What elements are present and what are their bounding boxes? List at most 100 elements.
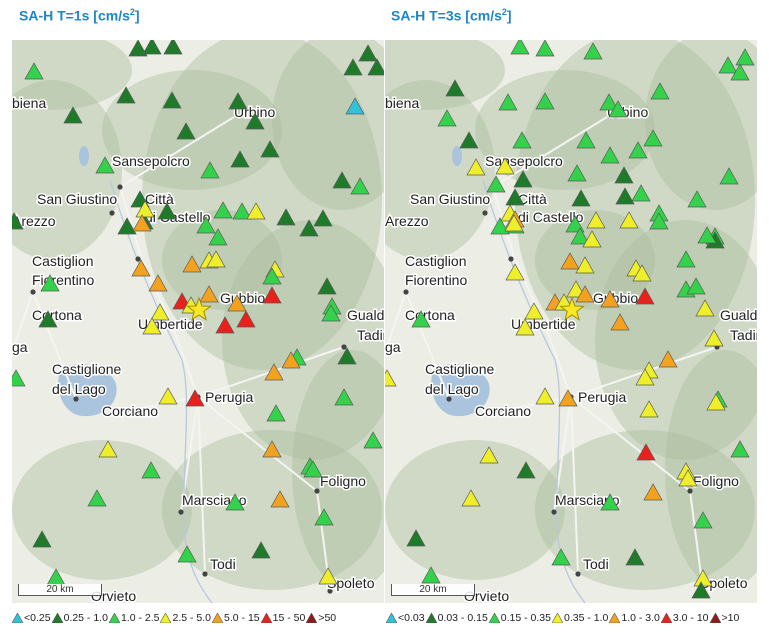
station-marker[interactable] [687,190,707,208]
station-marker[interactable] [625,548,645,566]
station-marker[interactable] [40,274,60,292]
station-marker[interactable] [98,440,118,458]
station-marker[interactable] [142,317,162,335]
station-marker[interactable] [162,91,182,109]
station-marker[interactable] [406,529,426,547]
map-panel-t3[interactable]: biena Urbino Sansepolcro San Giustino Città d… [385,40,757,603]
station-marker[interactable] [177,545,197,563]
station-marker[interactable] [570,227,590,245]
station-marker[interactable] [535,40,555,57]
station-marker[interactable] [505,188,525,206]
station-marker[interactable] [264,363,284,381]
station-marker[interactable] [466,158,486,176]
station-marker[interactable] [631,184,651,202]
station-marker[interactable] [215,316,235,334]
station-marker[interactable] [628,141,648,159]
station-marker[interactable] [199,285,219,303]
station-marker[interactable] [236,310,256,328]
station-marker[interactable] [350,177,370,195]
station-marker[interactable] [358,44,378,62]
station-marker[interactable] [551,548,571,566]
station-marker[interactable] [150,303,170,321]
station-marker[interactable] [643,483,663,501]
station-marker[interactable] [676,250,696,268]
station-marker[interactable] [513,170,533,188]
station-marker[interactable] [706,393,726,411]
station-marker[interactable] [332,171,352,189]
station-marker[interactable] [461,489,481,507]
station-marker[interactable] [313,209,333,227]
station-marker[interactable] [558,389,578,407]
station-marker[interactable] [614,166,634,184]
station-marker[interactable] [262,286,282,304]
station-marker[interactable] [649,212,669,230]
station-marker[interactable] [504,214,524,232]
station-marker[interactable] [636,443,656,461]
station-marker[interactable] [227,294,247,312]
station-marker[interactable] [575,256,595,274]
station-marker[interactable] [303,460,323,478]
station-marker[interactable] [678,469,698,487]
station-marker[interactable] [567,164,587,182]
station-marker[interactable] [87,489,107,507]
station-marker[interactable] [314,508,334,526]
station-marker[interactable] [32,530,52,548]
station-marker[interactable] [196,216,216,234]
station-marker[interactable] [535,387,555,405]
station-marker[interactable] [148,274,168,292]
station-marker[interactable] [206,250,226,268]
station-marker[interactable] [260,140,280,158]
station-marker[interactable] [650,82,670,100]
station-marker[interactable] [345,97,365,115]
station-marker[interactable] [445,79,465,97]
station-marker[interactable] [157,202,177,220]
station-marker[interactable] [208,228,228,246]
station-marker[interactable] [486,175,506,193]
station-marker[interactable] [141,461,161,479]
station-marker[interactable] [582,230,602,248]
station-marker[interactable] [246,202,266,220]
station-marker[interactable] [299,219,319,237]
station-marker[interactable] [535,92,555,110]
station-marker[interactable] [730,440,750,458]
station-marker[interactable] [117,217,137,235]
station-marker[interactable] [321,304,341,322]
station-marker[interactable] [421,566,441,584]
station-marker[interactable] [719,167,739,185]
station-marker[interactable] [639,400,659,418]
station-marker[interactable] [490,217,510,235]
station-marker[interactable] [411,310,431,328]
station-marker[interactable] [142,40,162,55]
station-marker[interactable] [163,40,183,55]
station-marker[interactable] [575,285,595,303]
station-marker[interactable] [262,440,282,458]
station-marker[interactable] [524,302,544,320]
station-marker[interactable] [228,92,248,110]
station-marker[interactable] [12,369,26,387]
station-marker[interactable] [635,368,655,386]
station-marker[interactable] [571,189,591,207]
station-marker[interactable] [600,146,620,164]
station-marker[interactable] [337,347,357,365]
station-marker[interactable] [213,201,233,219]
station-marker[interactable] [615,187,635,205]
station-marker[interactable] [12,212,24,230]
station-marker[interactable] [128,40,148,57]
station-marker[interactable] [600,493,620,511]
station-marker[interactable] [270,490,290,508]
station-marker[interactable] [718,56,738,74]
station-marker[interactable] [185,389,205,407]
station-marker[interactable] [512,131,532,149]
station-marker[interactable] [510,40,530,55]
station-marker[interactable] [38,310,58,328]
station-marker[interactable] [63,106,83,124]
station-marker[interactable] [225,493,245,511]
station-marker[interactable] [245,112,265,130]
station-marker[interactable] [176,122,196,140]
station-marker[interactable] [600,290,620,308]
station-marker[interactable] [200,161,220,179]
station-marker[interactable] [619,211,639,229]
station-marker[interactable] [691,581,711,599]
station-marker[interactable] [343,58,363,76]
station-marker[interactable] [735,48,755,66]
